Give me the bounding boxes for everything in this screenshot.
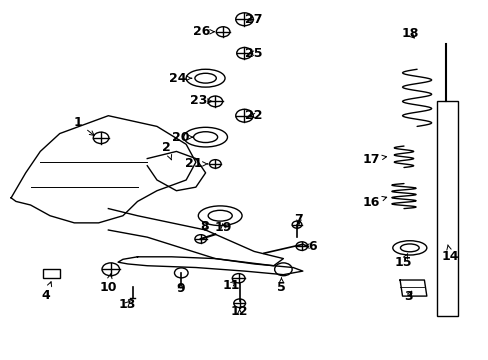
Text: 22: 22 bbox=[245, 109, 263, 122]
Text: 8: 8 bbox=[200, 220, 208, 233]
Text: 10: 10 bbox=[100, 274, 117, 294]
Text: 18: 18 bbox=[400, 27, 418, 40]
Text: 16: 16 bbox=[362, 195, 386, 209]
Text: 14: 14 bbox=[441, 245, 458, 263]
Text: 20: 20 bbox=[171, 131, 192, 144]
Polygon shape bbox=[118, 257, 302, 275]
Text: 24: 24 bbox=[168, 72, 191, 85]
Text: 9: 9 bbox=[176, 283, 184, 296]
Text: 21: 21 bbox=[184, 157, 207, 170]
Text: 26: 26 bbox=[193, 25, 214, 38]
Text: 2: 2 bbox=[162, 141, 171, 160]
Text: 3: 3 bbox=[404, 289, 412, 303]
Text: 6: 6 bbox=[304, 240, 316, 253]
Text: 27: 27 bbox=[244, 13, 262, 26]
Polygon shape bbox=[108, 208, 283, 266]
Text: 15: 15 bbox=[393, 253, 411, 269]
Text: 23: 23 bbox=[189, 94, 212, 107]
Text: 12: 12 bbox=[230, 305, 248, 318]
Polygon shape bbox=[399, 280, 426, 296]
Bar bbox=[436, 102, 458, 316]
Text: 25: 25 bbox=[244, 47, 262, 60]
Text: 1: 1 bbox=[74, 116, 94, 135]
Text: 13: 13 bbox=[118, 298, 135, 311]
Text: 17: 17 bbox=[362, 153, 386, 166]
Text: 11: 11 bbox=[222, 279, 239, 292]
Text: 5: 5 bbox=[277, 278, 285, 294]
Text: 7: 7 bbox=[294, 213, 303, 226]
Bar bbox=[42, 269, 60, 278]
Polygon shape bbox=[11, 116, 196, 223]
Text: 4: 4 bbox=[41, 282, 52, 302]
Polygon shape bbox=[147, 152, 205, 191]
Text: 19: 19 bbox=[214, 221, 231, 234]
